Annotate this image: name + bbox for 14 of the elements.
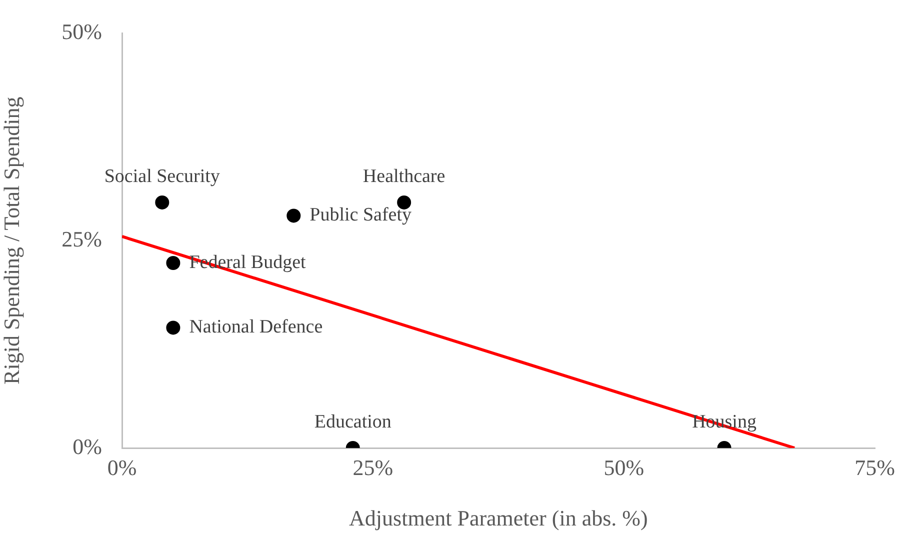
x-tick-label: 50% [604, 454, 644, 480]
y-tick-label: 50% [62, 18, 102, 44]
x-tick-label: 0% [107, 454, 137, 480]
annotation: Social Security [104, 166, 220, 187]
y-tick-label: 25% [62, 226, 102, 252]
y-tick-label: 0% [72, 434, 102, 459]
annotation: Healthcare [362, 166, 446, 187]
annotation: National Defence [189, 316, 323, 338]
x-axis-title: Adjustment Parameter (in abs. %) [349, 506, 648, 531]
annotation: Education [314, 411, 392, 432]
y-axis-title: Rigid Spending / Total Spending [0, 96, 24, 384]
x-tick-label: 25% [352, 454, 394, 480]
annotation: Public Safety [310, 204, 412, 226]
x-tick-label: 75% [854, 454, 895, 480]
